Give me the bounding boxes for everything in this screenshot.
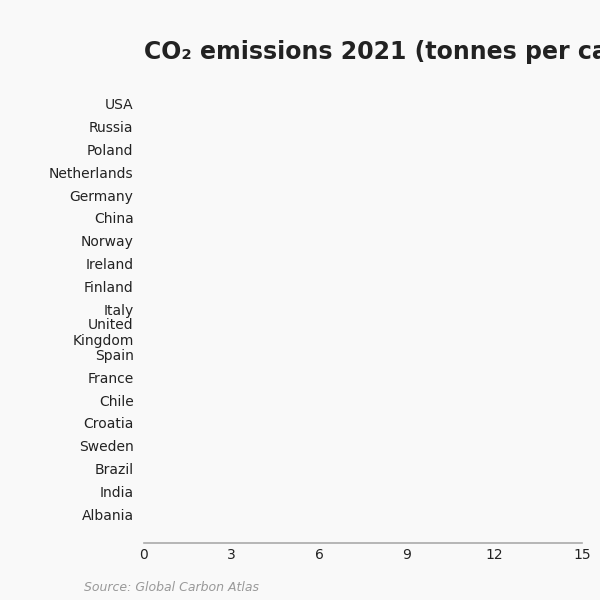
Bar <box>144 281 340 294</box>
Bar <box>144 99 578 112</box>
Bar <box>144 464 206 476</box>
Bar <box>144 259 352 271</box>
Bar <box>144 122 478 134</box>
Bar <box>144 373 271 385</box>
Bar <box>144 418 251 431</box>
Bar <box>144 213 361 226</box>
Bar <box>144 327 286 340</box>
Bar <box>144 350 285 362</box>
Text: Source: Global Carbon Atlas: Source: Global Carbon Atlas <box>84 581 259 594</box>
Text: CO₂ emissions 2021 (tonnes per capita): CO₂ emissions 2021 (tonnes per capita) <box>144 40 600 64</box>
Bar <box>144 441 241 454</box>
Bar <box>144 167 377 180</box>
Bar <box>144 487 196 499</box>
Bar <box>144 145 382 157</box>
Bar <box>144 509 184 522</box>
Bar <box>144 190 370 203</box>
Bar <box>144 304 299 317</box>
Bar <box>144 236 356 248</box>
Bar <box>144 395 259 408</box>
